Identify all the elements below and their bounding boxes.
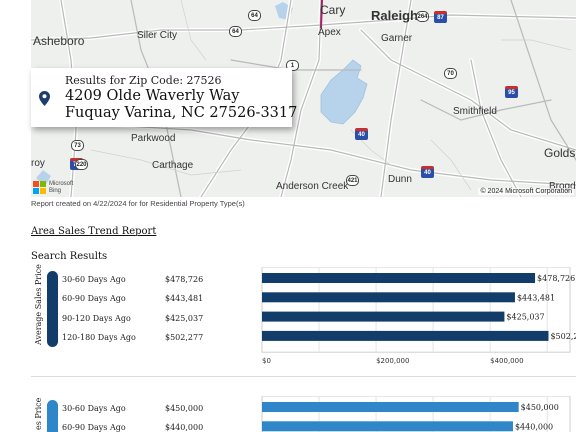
- map-copyright: © 2024 Microsoft Corporation: [478, 188, 574, 195]
- route-shield-icon: 70: [444, 68, 457, 79]
- bar[interactable]: [262, 273, 536, 283]
- plot-area: [261, 396, 571, 432]
- x-tick-label: $0: [262, 357, 271, 365]
- route-shield-icon: 64: [248, 10, 261, 21]
- route-shield-icon: 73: [71, 140, 84, 151]
- category-label: 60-90 Days Ago: [62, 294, 126, 304]
- map-place-label: Siler City: [137, 30, 178, 41]
- route-shield-icon: 87: [434, 11, 447, 23]
- map-place-label: Cary: [320, 3, 346, 17]
- route-shield-icon: 264: [416, 11, 429, 22]
- bar-value-label: $440,000: [515, 422, 553, 431]
- x-tick-label: $400,000: [490, 357, 523, 365]
- report-note: Report created on 4/22/2024 for for Resi…: [31, 199, 245, 208]
- category-value: $440,000: [165, 423, 204, 432]
- route-shield-icon: 64: [229, 26, 242, 37]
- map-logo-text: Microsoft Bing: [49, 181, 74, 194]
- map-place-label: Garner: [381, 33, 413, 44]
- map-place-label: Dunn: [388, 174, 412, 185]
- address-line-2: Fuquay Varina, NC 27526-3317: [65, 105, 298, 121]
- category-value: $425,037: [165, 313, 204, 323]
- address-callout: Results for Zip Code: 27526 4209 Olde Wa…: [31, 68, 297, 127]
- route-shield-icon: 421: [346, 175, 359, 186]
- bar-value-label: $443,481: [517, 293, 555, 302]
- x-tick-label: $200,000: [376, 357, 409, 365]
- category-value: $502,277: [165, 332, 204, 342]
- route-shield-icon: 220: [75, 159, 88, 170]
- zip-code-label: Results for Zip Code: 27526: [65, 74, 222, 87]
- category-label: 90-120 Days Ago: [62, 313, 131, 323]
- map-place-label: Apex: [318, 27, 341, 38]
- route-shield-icon: 40: [355, 128, 368, 140]
- axis-title: Average Sales Price: [34, 264, 43, 345]
- bar-value-label: $425,037: [506, 313, 544, 322]
- map-place-label: Golds: [544, 146, 576, 160]
- second-price-chart: $450,000 $440,000: [261, 396, 571, 432]
- map-place-label: Raleigh: [371, 8, 418, 23]
- bar-value-label: $502,277: [550, 332, 576, 341]
- category-value: $450,000: [165, 404, 204, 413]
- search-results-heading: Search Results: [31, 251, 108, 262]
- bar[interactable]: [262, 402, 519, 412]
- axis-pill: [47, 400, 58, 432]
- second-price-section: es Price 30-60 Days Ago $450,000 60-90 Day…: [31, 396, 576, 432]
- route-shield-icon: 40: [421, 166, 434, 178]
- route-shield-icon: 95: [505, 86, 518, 98]
- bar[interactable]: [262, 330, 549, 341]
- average-sales-price-chart: $478,726 $443,481 $425,037 $502,277 $0 $200,0…: [261, 267, 576, 365]
- map-place-label: roy: [31, 158, 45, 169]
- axis-title: es Price: [34, 397, 43, 430]
- category-value: $478,726: [165, 275, 204, 284]
- map-place-label: Brogd: [549, 181, 576, 192]
- map-place-label: Parkwood: [131, 133, 176, 144]
- plot-area: [261, 267, 571, 353]
- report-title-link[interactable]: Area Sales Trend Report: [31, 226, 157, 237]
- axis-pill: [47, 271, 58, 347]
- category-label: 120-180 Days Ago: [62, 332, 136, 342]
- bar-value-label: $450,000: [521, 403, 559, 412]
- map-place-label: Carthage: [152, 160, 194, 171]
- average-sales-price-section: Average Sales Price 30-60 Days Ago $478,7…: [31, 264, 576, 375]
- category-label: 60-90 Days Ago: [62, 423, 126, 432]
- bar[interactable]: [262, 311, 505, 322]
- category-label: 30-60 Days Ago: [62, 404, 126, 413]
- map-place-label: Asheboro: [33, 34, 85, 48]
- address-line-1: 4209 Olde Waverly Way: [65, 88, 240, 104]
- category-label: 30-60 Days Ago: [62, 275, 126, 284]
- map-place-label: Smithfield: [453, 106, 497, 117]
- category-value: $443,481: [165, 294, 204, 304]
- bar-value-label: $478,726: [537, 274, 575, 283]
- section-divider: [31, 376, 576, 377]
- microsoft-logo-icon: Microsoft Bing: [33, 181, 73, 195]
- map-pin-icon: [39, 91, 50, 106]
- bar[interactable]: [262, 292, 515, 303]
- route-shield-icon: 1: [286, 60, 299, 71]
- bar[interactable]: [262, 421, 513, 432]
- map-place-label: Anderson Creek: [276, 181, 349, 192]
